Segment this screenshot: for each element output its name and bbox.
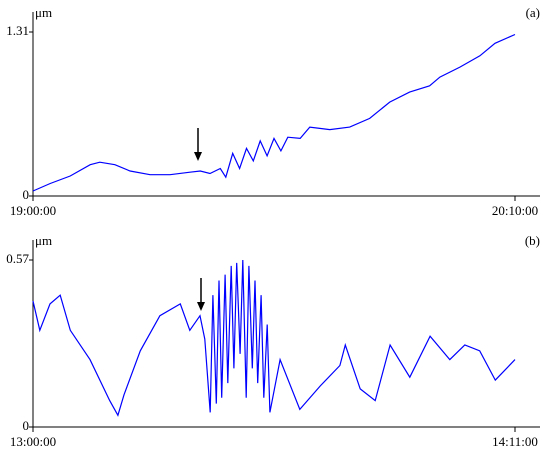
x-tick-label: 14:11:00 xyxy=(492,434,538,449)
panel-label: (a) xyxy=(526,5,540,20)
y-tick-label: 1.31 xyxy=(6,23,29,38)
y-tick-label: 0.57 xyxy=(6,251,29,266)
x-tick-label: 20:10:00 xyxy=(492,203,538,218)
arrow-head xyxy=(194,152,202,161)
panel-label: (b) xyxy=(525,233,540,248)
data-line xyxy=(32,259,516,417)
data-line xyxy=(32,33,516,192)
x-tick-label: 13:00:00 xyxy=(10,434,56,449)
x-tick-label: 19:00:00 xyxy=(10,203,56,218)
y-unit-label: μm xyxy=(35,233,52,248)
y-tick-label: 0 xyxy=(23,187,30,202)
y-unit-label: μm xyxy=(35,5,52,20)
arrow-head xyxy=(197,302,205,311)
y-tick-label: 0 xyxy=(23,418,30,433)
